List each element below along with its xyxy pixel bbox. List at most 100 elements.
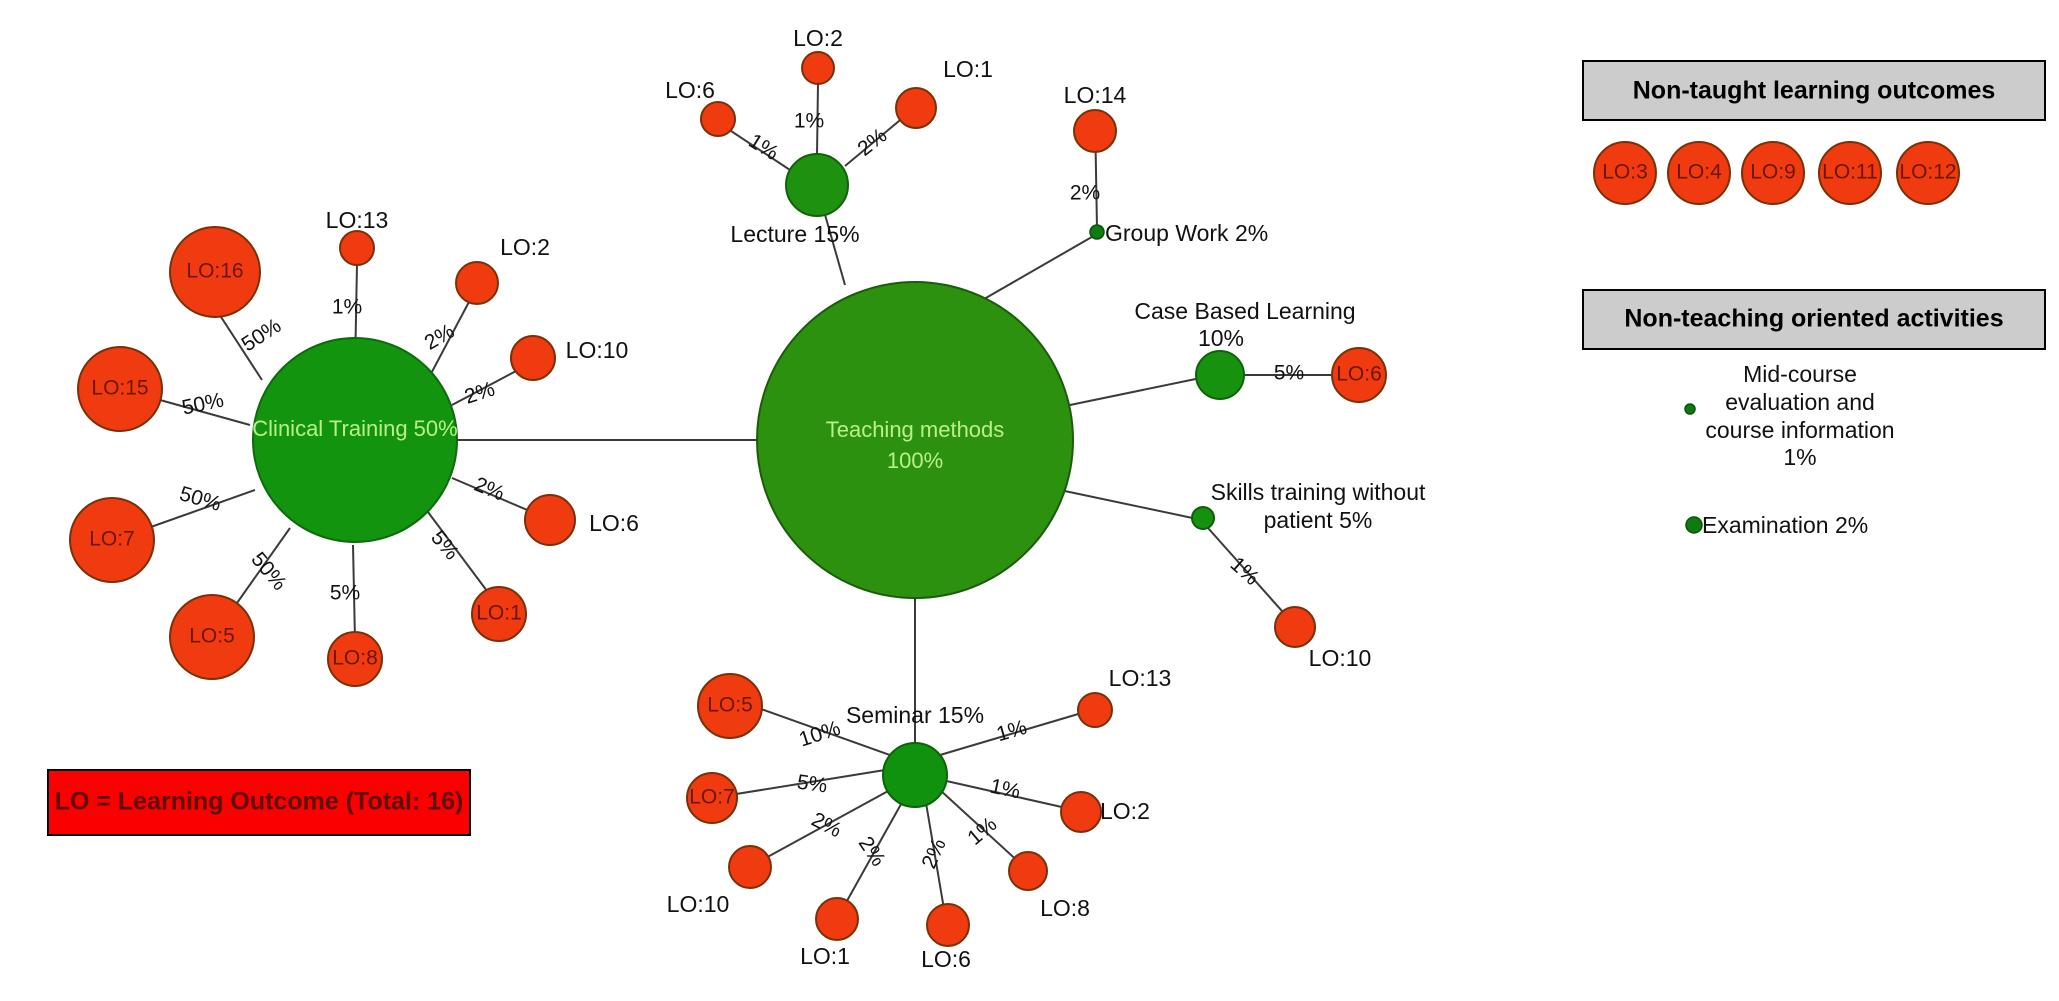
legend-non-teaching: Non-teaching oriented activities Mid-cou… [1582,289,2046,538]
node-ct-lo2-label: LO:2 [500,234,550,260]
node-ct-lo16-label: LO:16 [186,260,243,283]
node-teaching-methods[interactable]: Teaching methods 100% [756,281,1074,599]
node-lecture-lo1[interactable]: LO:1 [895,56,993,129]
edge-label-seminar-lo8: 1% [963,813,1001,850]
edge-label-seminar-lo7: 5% [796,771,829,798]
node-ct-lo10[interactable]: LO:10 [510,335,629,381]
node-cbl-lo6-label: LO:6 [1336,363,1382,386]
node-ct-lo5[interactable]: LO:5 [169,594,255,680]
edge-ct-lo2 [424,299,471,386]
edge-label-ct-lo13: 1% [332,296,362,319]
node-ct-lo5-label: LO:5 [189,625,235,648]
legend-lo4-label: LO:4 [1676,161,1722,184]
node-lecture-lo6[interactable]: LO:6 [665,77,736,137]
edge-seminar-lo2 [941,779,1076,811]
node-lecture[interactable]: Lecture 15% [730,153,860,247]
node-seminar[interactable]: Seminar 15% [846,702,984,808]
legend-examination-label: Examination 2% [1702,512,1868,538]
node-seminar-lo8-label: LO:8 [1040,895,1090,921]
node-seminar-lo6-label: LO:6 [921,946,971,972]
legend-mid-course-line2: evaluation and [1725,389,1875,415]
node-seminar-lo8[interactable]: LO:8 [1008,851,1090,921]
node-skills-label-line1: Skills training without [1211,479,1426,505]
legend-lo11[interactable]: LO:11 [1818,141,1882,205]
edge-label-seminar-lo5: 10% [796,717,843,752]
legend-non-taught: Non-taught learning outcomes LO:3 LO:4 L… [1582,60,2046,205]
node-ct-lo13[interactable]: LO:13 [326,207,389,266]
edge-ct-lo15 [159,399,251,426]
node-ct-lo15-label: LO:15 [91,377,148,400]
node-ct-lo6[interactable]: LO:6 [524,494,639,546]
edge-seminar-lo13 [939,711,1086,756]
edge-ct-lo8 [352,544,356,641]
legend-lo-definition: LO = Learning Outcome (Total: 16) [47,769,471,836]
edge-label-seminar-lo13: 1% [994,716,1030,746]
legend-mid-course-line4: 1% [1783,444,1816,470]
node-lecture-lo2[interactable]: LO:2 [793,25,843,85]
legend-lo4[interactable]: LO:4 [1667,141,1731,205]
node-skills-training[interactable]: Skills training without patient 5% [1191,479,1426,533]
edge-seminar-lo10 [761,789,891,861]
node-seminar-lo1-label: LO:1 [800,943,850,969]
node-ct-lo6-label: LO:6 [589,510,639,536]
legend-mid-course-evaluation[interactable]: Mid-course evaluation and course informa… [1684,361,1895,470]
node-cbl-label-line1: Case Based Learning [1134,298,1355,324]
edge-label-ct-lo10: 2% [462,377,498,408]
node-seminar-lo10[interactable]: LO:10 [667,845,772,917]
edge-ct-lo1 [424,507,491,596]
legend-examination[interactable]: Examination 2% [1685,512,1868,538]
node-lecture-lo6-label: LO:6 [665,77,715,103]
legend-lo12-label: LO:12 [1899,161,1956,184]
node-ct-lo7[interactable]: LO:7 [69,497,155,583]
edge-label-ct-lo8: 5% [330,582,360,605]
node-clinical-training[interactable]: Clinical Training 50% [252,337,458,543]
node-cbl-lo6[interactable]: LO:6 [1331,347,1387,403]
legend-lo3[interactable]: LO:3 [1593,141,1657,205]
edge-lecture-lo1 [844,115,906,167]
edge-ct-lo10 [451,369,519,406]
legend-lo12[interactable]: LO:12 [1896,141,1960,205]
edge-hub-skills-training [1059,489,1203,521]
node-ct-lo2[interactable]: LO:2 [455,234,550,305]
node-groupwork-lo14[interactable]: LO:14 [1064,82,1127,153]
edge-seminar-lo7 [729,769,886,796]
node-seminar-lo6[interactable]: LO:6 [921,903,971,972]
node-seminar-lo13[interactable]: LO:13 [1077,665,1172,728]
edge-label-ct-lo5: 50% [246,548,291,595]
node-seminar-label: Seminar 15% [846,702,984,728]
node-seminar-lo1[interactable]: LO:1 [800,897,859,969]
node-seminar-lo10-label: LO:10 [667,891,730,917]
node-lecture-lo1-label: LO:1 [943,56,993,82]
node-ct-lo16[interactable]: LO:16 [169,226,261,318]
edge-hub-case-based-learning [1069,374,1216,406]
legend-lo9[interactable]: LO:9 [1741,141,1805,205]
node-teaching-methods-label-line1: Teaching methods [826,417,1005,442]
node-seminar-lo13-label: LO:13 [1109,665,1172,691]
node-seminar-lo2-label: LO:2 [1100,798,1150,824]
legend-mid-course-line3: course information [1705,417,1894,443]
node-ct-lo10-label: LO:10 [566,337,629,363]
edge-label-seminar-lo1: 2% [854,832,890,870]
edge-label-ct-lo1: 5% [426,526,463,564]
node-ct-lo15[interactable]: LO:15 [77,346,163,432]
node-seminar-lo2[interactable]: LO:2 [1060,791,1150,833]
node-seminar-lo5-label: LO:5 [707,694,753,717]
node-seminar-lo5[interactable]: LO:5 [697,673,763,739]
node-ct-lo8-label: LO:8 [332,647,378,670]
edge-seminar-lo1 [842,796,906,909]
node-skills-lo10[interactable]: LO:10 [1274,606,1371,671]
legend-lo11-label: LO:11 [1822,161,1878,184]
node-groupwork-lo14-label: LO:14 [1064,82,1127,108]
node-layer: Teaching methods 100% Clinical Training … [69,25,1426,972]
edge-label-ct-lo16: 50% [238,314,286,356]
node-ct-lo8[interactable]: LO:8 [327,631,383,687]
legend-lo3-label: LO:3 [1602,161,1648,184]
legend-mid-course-line1: Mid-course [1743,361,1857,387]
node-ct-lo1[interactable]: LO:1 [471,586,527,642]
node-seminar-lo7[interactable]: LO:7 [686,772,738,824]
node-group-work[interactable]: Group Work 2% [1089,220,1268,246]
edge-label-cbl-lo6: 5% [1274,362,1304,385]
node-ct-lo1-label: LO:1 [476,602,522,625]
node-case-based-learning[interactable]: Case Based Learning 10% [1134,298,1356,400]
